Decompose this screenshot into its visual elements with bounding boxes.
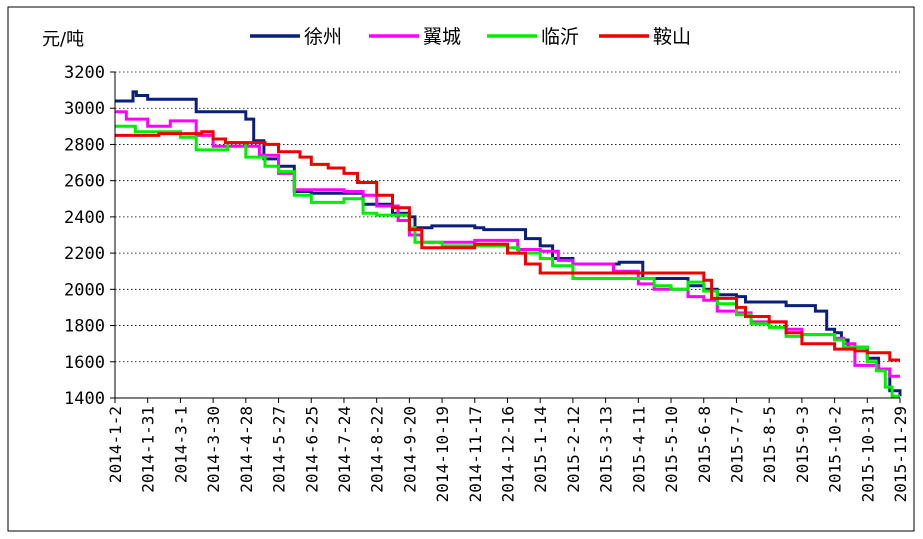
x-tick-label: 2015-1-14 [531, 406, 550, 493]
legend-label: 徐州 [304, 26, 342, 48]
x-tick-label: 2014-1-31 [139, 406, 158, 493]
x-tick-label: 2015-5-10 [662, 406, 681, 493]
legend-label: 临沂 [541, 26, 579, 48]
x-tick-label: 2015-9-3 [793, 406, 812, 483]
x-tick-label: 2015-10-31 [858, 406, 877, 502]
x-tick-label: 2014-3-30 [204, 406, 223, 493]
y-tick-label: 2800 [64, 135, 105, 155]
y-tick-label: 2000 [64, 280, 105, 300]
x-tick-label: 2014-10-19 [433, 406, 452, 502]
x-tick-label: 2015-10-2 [826, 406, 845, 493]
x-tick-label: 2014-6-25 [302, 406, 321, 493]
y-tick-label: 2400 [64, 208, 105, 228]
series-line-翼城 [115, 110, 900, 378]
x-tick-label: 2015-6-8 [695, 406, 714, 483]
x-tick-label: 2014-9-20 [400, 406, 419, 493]
x-tick-label: 2015-4-11 [629, 406, 648, 493]
x-tick-label: 2015-11-29 [891, 406, 910, 502]
x-axis-ticks: 2014-1-2 2014-1-31 2014-3-1 2014-3-30 2014-4… [106, 398, 910, 502]
y-axis-unit-label: 元/吨 [42, 29, 84, 50]
x-tick-label: 2015-8-5 [760, 406, 779, 483]
series-line-徐州 [115, 90, 902, 397]
x-tick-label: 2014-11-17 [466, 406, 485, 502]
y-tick-label: 1600 [64, 353, 105, 373]
x-tick-label: 2014-7-24 [335, 406, 354, 493]
x-tick-label: 2015-2-12 [564, 406, 583, 493]
x-tick-label: 2015-7-7 [727, 406, 746, 483]
y-tick-label: 2200 [64, 244, 105, 264]
series-lines [115, 90, 902, 398]
y-tick-label: 2600 [64, 172, 105, 192]
y-tick-label: 1400 [64, 389, 105, 409]
y-tick-label: 3200 [64, 63, 105, 83]
y-axis-ticks: 1400 1600 1800 2000 2200 2400 2600 2800 3000 3200 [64, 63, 115, 409]
x-tick-label: 2014-5-27 [270, 406, 289, 493]
x-tick-label: 2014-12-16 [499, 406, 518, 502]
x-tick-label: 2014-4-28 [237, 406, 256, 493]
y-tick-label: 3000 [64, 99, 105, 119]
legend-label: 鞍山 [653, 26, 691, 48]
x-tick-label: 2015-3-13 [597, 406, 616, 493]
x-tick-label: 2014-3-1 [171, 406, 190, 483]
y-tick-label: 1800 [64, 317, 105, 337]
legend-label: 翼城 [423, 26, 461, 48]
x-tick-label: 2014-8-22 [368, 406, 387, 493]
legend: 徐州 翼城 临沂 鞍山 [250, 26, 691, 48]
series-line-鞍山 [115, 130, 900, 362]
chart-frame [7, 6, 915, 532]
x-tick-label: 2014-1-2 [106, 406, 125, 483]
